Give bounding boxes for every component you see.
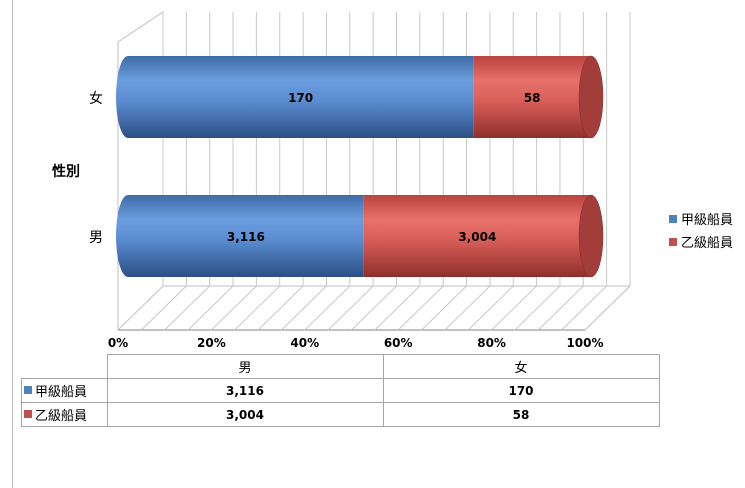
bar-left-cap: [116, 56, 140, 138]
legend-swatch-blue: [24, 386, 32, 394]
legend-swatch-red: [24, 410, 32, 418]
bar-segment: [473, 56, 591, 138]
table-column-header: 男: [106, 354, 384, 379]
table-cell: 170: [382, 378, 660, 403]
data-label: 170: [288, 91, 313, 105]
x-tick-label: 40%: [290, 336, 319, 350]
floor-gridline: [374, 285, 421, 331]
bar-right-cap: [578, 55, 604, 139]
legend-label: 乙級船員: [681, 236, 734, 251]
floor-gridline: [514, 285, 561, 331]
table-cell: 3,116: [106, 378, 384, 403]
legend-swatch-blue: [669, 214, 677, 223]
floor-gridline: [537, 285, 584, 331]
legend: 甲級船員 乙級船員: [669, 207, 733, 253]
data-label: 3,116: [227, 230, 265, 244]
floor-gridline: [351, 285, 397, 331]
floor-gridline: [444, 285, 491, 331]
table-cell: 58: [382, 402, 660, 427]
floor-gridline: [141, 285, 187, 331]
floor-gridline: [164, 285, 211, 331]
bar-segment: [363, 195, 591, 277]
data-label: 3,004: [458, 230, 496, 244]
table-row-label: 甲級船員: [35, 385, 88, 400]
category-label: 男: [89, 230, 103, 246]
floor-gridline: [467, 285, 514, 331]
legend-label: 甲級船員: [681, 213, 734, 228]
bar-right-cap: [578, 194, 604, 278]
table-cell: 3,004: [106, 402, 384, 427]
x-tick-label: 60%: [384, 336, 413, 350]
bar-segment: [128, 56, 474, 138]
floor-gridline: [117, 285, 164, 331]
x-tick-label: 80%: [477, 336, 506, 350]
floor-gridline: [584, 285, 631, 331]
floor-gridline: [211, 285, 257, 331]
legend-item: 乙級船員: [669, 230, 733, 253]
table-column-header: 女: [382, 354, 660, 379]
left-border: [12, 0, 13, 488]
x-tick-label: 100%: [566, 336, 603, 350]
category-label: 女: [89, 90, 103, 107]
table-corner: [21, 354, 108, 379]
floor-gridline: [187, 285, 234, 331]
y-axis-title: 性別: [52, 163, 80, 180]
floor-gridline: [281, 285, 327, 331]
floor-gridline: [397, 285, 444, 331]
floor-gridline: [304, 285, 351, 331]
floor-gridline: [234, 285, 281, 331]
legend-item: 甲級船員: [669, 207, 733, 230]
floor-gridline: [257, 285, 304, 331]
floor-gridline: [421, 285, 467, 331]
floor-gridline: [327, 285, 374, 331]
table-row-header: 甲級船員: [21, 378, 108, 403]
table-header-row: 男 女: [21, 354, 660, 379]
bar-segment: [128, 195, 364, 277]
floor-gridline: [561, 285, 607, 331]
table-row-label: 乙級船員: [35, 409, 88, 424]
x-tick-label: 20%: [197, 336, 226, 350]
data-label: 58: [524, 91, 541, 105]
bar-left-cap: [116, 195, 140, 277]
legend-swatch-red: [669, 237, 677, 246]
table-row: 乙級船員 3,004 58: [21, 402, 660, 427]
floor-gridline: [491, 285, 537, 331]
table-row: 甲級船員 3,116 170: [21, 378, 660, 403]
x-tick-label: 0%: [108, 336, 128, 350]
table-row-header: 乙級船員: [21, 402, 108, 427]
data-table: 男 女 甲級船員 3,116 170 乙級船員 3,004 58: [21, 354, 660, 427]
